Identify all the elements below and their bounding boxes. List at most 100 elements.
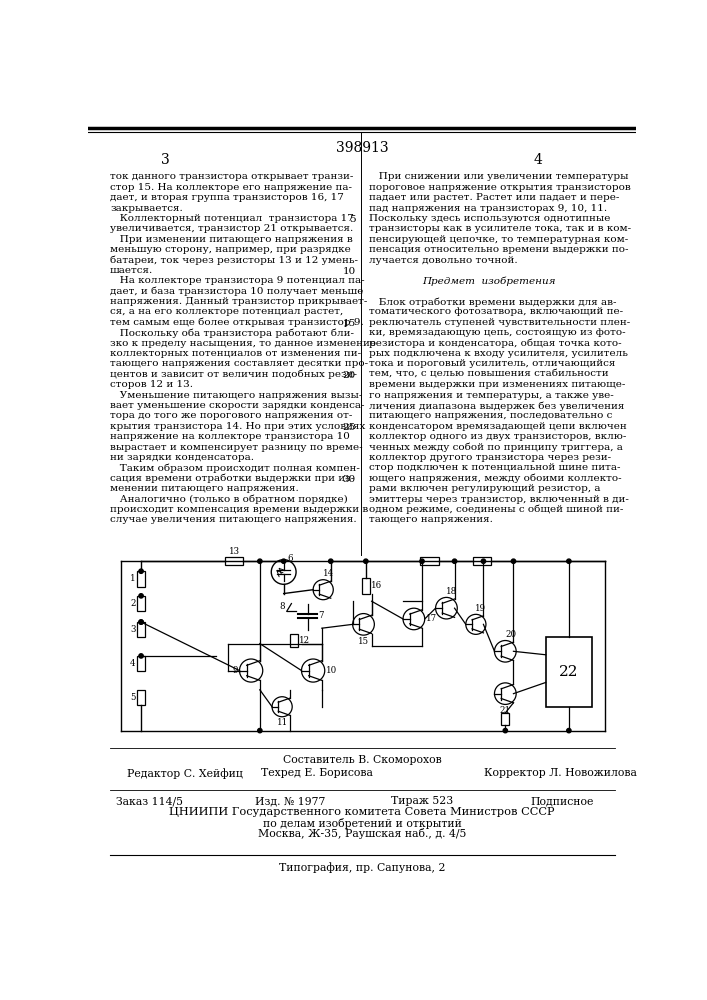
Text: тающего напряжения.: тающего напряжения. (369, 515, 493, 524)
Text: Тираж 523: Тираж 523 (391, 796, 453, 806)
Text: увеличивается, транзистор 21 открывается.: увеличивается, транзистор 21 открывается… (110, 224, 354, 233)
Text: Предмет  изобретения: Предмет изобретения (422, 276, 556, 286)
Text: рых подключена к входу усилителя, усилитель: рых подключена к входу усилителя, усилит… (369, 349, 628, 358)
Text: конденсатором времязадающей цепи включен: конденсатором времязадающей цепи включен (369, 422, 626, 431)
Text: 11: 11 (276, 718, 288, 727)
Text: реключатель ступеней чувствительности плен-: реключатель ступеней чувствительности пл… (369, 318, 630, 327)
Text: зко к пределу насыщения, то данное изменение: зко к пределу насыщения, то данное измен… (110, 339, 376, 348)
Bar (290, 634, 298, 647)
Bar (137, 656, 145, 671)
Circle shape (481, 559, 486, 563)
Bar (501, 713, 509, 725)
Text: 13: 13 (228, 547, 240, 556)
Text: напряжения. Данный транзистор прикрывает-: напряжения. Данный транзистор прикрывает… (110, 297, 368, 306)
Text: 16: 16 (371, 581, 382, 590)
Text: пенсация относительно времени выдержки по-: пенсация относительно времени выдержки п… (369, 245, 629, 254)
Circle shape (139, 594, 144, 598)
Text: Техред Е. Борисова: Техред Е. Борисова (261, 768, 373, 778)
Text: резистора и конденсатора, общая точка кото-: резистора и конденсатора, общая точка ко… (369, 339, 621, 348)
Circle shape (139, 620, 144, 624)
Text: личения диапазона выдержек без увеличения: личения диапазона выдержек без увеличени… (369, 401, 624, 411)
Text: дает, и вторая группа транзисторов 16, 17: дает, и вторая группа транзисторов 16, 1… (110, 193, 344, 202)
Text: 4: 4 (130, 659, 136, 668)
Text: На коллекторе транзистора 9 потенциал па-: На коллекторе транзистора 9 потенциал па… (110, 276, 365, 285)
Text: стор подключен к потенциальной шине пита-: стор подключен к потенциальной шине пита… (369, 463, 621, 472)
Text: менении питающего напряжения.: менении питающего напряжения. (110, 484, 299, 493)
Text: тора до того же порогового напряжения от-: тора до того же порогового напряжения от… (110, 411, 353, 420)
Text: случае увеличения питающего напряжения.: случае увеличения питающего напряжения. (110, 515, 357, 524)
Text: пад напряжения на транзисторах 9, 10, 11.: пад напряжения на транзисторах 9, 10, 11… (369, 204, 607, 213)
Text: Поскольку оба транзистора работают бли-: Поскольку оба транзистора работают бли- (110, 328, 354, 338)
Circle shape (420, 559, 424, 563)
Text: сация времени отработки выдержки при из-: сация времени отработки выдержки при из- (110, 474, 354, 483)
Text: падает или растет. Растет или падает и пере-: падает или растет. Растет или падает и п… (369, 193, 619, 202)
Bar (362, 578, 370, 594)
Text: пенсирующей цепочке, то температурная ком-: пенсирующей цепочке, то температурная ко… (369, 235, 629, 244)
Bar (137, 622, 145, 637)
Text: При изменении питающего напряжения в: При изменении питающего напряжения в (110, 235, 353, 244)
Text: Составитель В. Скоморохов: Составитель В. Скоморохов (283, 755, 441, 765)
Text: ток данного транзистора открывает транзи-: ток данного транзистора открывает транзи… (110, 172, 354, 181)
Text: дает, и база транзистора 10 получает меньше: дает, и база транзистора 10 получает мен… (110, 287, 363, 296)
Text: сторов 12 и 13.: сторов 12 и 13. (110, 380, 193, 389)
Text: 20: 20 (342, 371, 356, 380)
Text: 10: 10 (342, 267, 356, 276)
Circle shape (281, 559, 286, 563)
Bar (473, 557, 491, 565)
Text: напряжение на коллекторе транзистора 10: напряжение на коллекторе транзистора 10 (110, 432, 350, 441)
Text: 22: 22 (559, 665, 578, 679)
Text: шается.: шается. (110, 266, 153, 275)
Text: Редактор С. Хейфиц: Редактор С. Хейфиц (127, 768, 243, 779)
Text: времени выдержки при изменениях питающе-: времени выдержки при изменениях питающе- (369, 380, 625, 389)
Circle shape (452, 559, 457, 563)
Text: Таким образом происходит полная компен-: Таким образом происходит полная компен- (110, 463, 360, 473)
Text: Корректор Л. Новожилова: Корректор Л. Новожилова (484, 768, 636, 778)
Text: 398913: 398913 (336, 141, 388, 155)
Circle shape (329, 559, 333, 563)
Text: 14: 14 (322, 569, 334, 578)
Text: Блок отработки времени выдержки для ав-: Блок отработки времени выдержки для ав- (369, 297, 617, 307)
Text: транзисторы как в усилителе тока, так и в ком-: транзисторы как в усилителе тока, так и … (369, 224, 631, 233)
Circle shape (511, 559, 515, 563)
Circle shape (139, 569, 144, 573)
Text: 17: 17 (426, 614, 438, 623)
Text: 5: 5 (349, 215, 356, 224)
Text: 20: 20 (506, 630, 516, 639)
Text: коллектор другого транзистора через рези-: коллектор другого транзистора через рези… (369, 453, 611, 462)
Bar (137, 690, 145, 705)
Text: батареи, ток через резисторы 13 и 12 умень-: батареи, ток через резисторы 13 и 12 уме… (110, 256, 358, 265)
Text: меньшую сторону, например, при разрядке: меньшую сторону, например, при разрядке (110, 245, 351, 254)
Text: центов и зависит от величин подобных рези-: центов и зависит от величин подобных рез… (110, 370, 357, 379)
Bar (137, 596, 145, 611)
Circle shape (139, 654, 144, 658)
Text: Коллекторный потенциал  транзистора 17: Коллекторный потенциал транзистора 17 (110, 214, 354, 223)
Text: 15: 15 (342, 319, 356, 328)
Bar (420, 557, 438, 565)
Text: 1: 1 (130, 574, 136, 583)
Text: 3: 3 (130, 625, 136, 634)
Text: Аналогично (только в обратном порядке): Аналогично (только в обратном порядке) (110, 495, 348, 504)
Text: закрывается.: закрывается. (110, 204, 183, 213)
Bar (546, 637, 592, 707)
Circle shape (567, 559, 571, 563)
Text: одном режиме, соединены с общей шиной пи-: одном режиме, соединены с общей шиной пи… (369, 505, 624, 514)
Text: происходит компенсация времени выдержки в: происходит компенсация времени выдержки … (110, 505, 368, 514)
Text: 2: 2 (130, 599, 136, 608)
Text: 12: 12 (299, 636, 310, 645)
Text: Подписное: Подписное (530, 796, 593, 806)
Text: тем самым еще более открывая транзистор 9.: тем самым еще более открывая транзистор … (110, 318, 364, 327)
Text: 4: 4 (534, 153, 542, 167)
Text: стор 15. На коллекторе его напряжение па-: стор 15. На коллекторе его напряжение па… (110, 183, 352, 192)
Text: ся, а на его коллекторе потенциал растет,: ся, а на его коллекторе потенциал растет… (110, 307, 344, 316)
Text: 5: 5 (130, 693, 136, 702)
Text: 7: 7 (319, 611, 324, 620)
Text: 10: 10 (327, 666, 337, 675)
Text: тем, что, с целью повышения стабильности: тем, что, с целью повышения стабильности (369, 370, 609, 379)
Circle shape (257, 559, 262, 563)
Bar (225, 557, 243, 565)
Text: питающего напряжения, последовательно с: питающего напряжения, последовательно с (369, 411, 612, 420)
Text: по делам изобретений и открытий: по делам изобретений и открытий (262, 818, 462, 829)
Text: Уменьшение питающего напряжения вызы-: Уменьшение питающего напряжения вызы- (110, 391, 363, 400)
Text: коллекторных потенциалов от изменения пи-: коллекторных потенциалов от изменения пи… (110, 349, 361, 358)
Text: 6: 6 (288, 554, 293, 563)
